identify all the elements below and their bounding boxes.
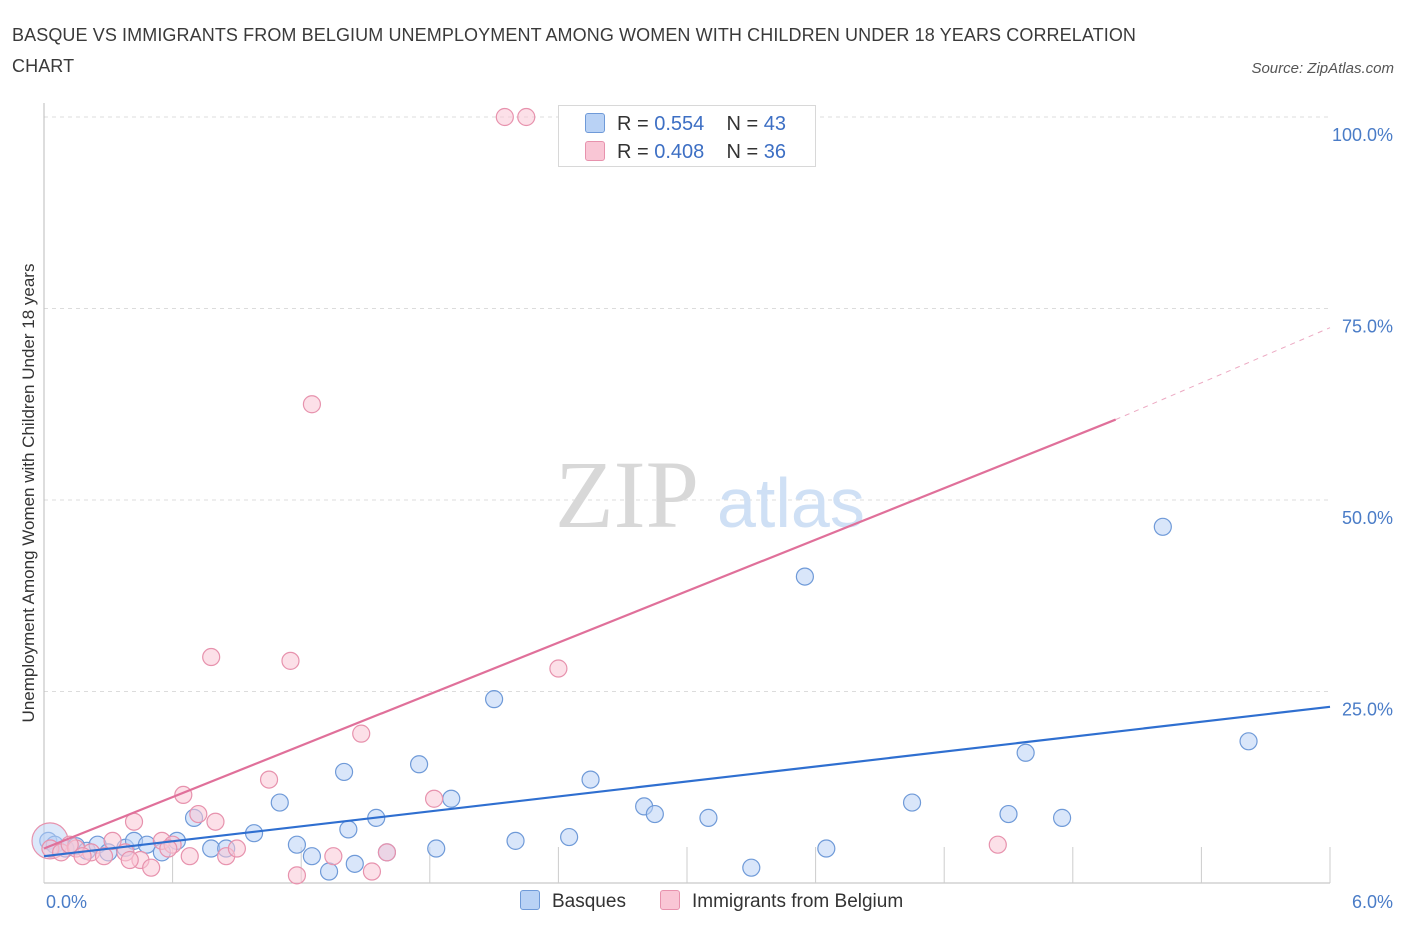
data-point	[103, 831, 122, 850]
data-point	[988, 835, 1007, 854]
data-point	[120, 850, 139, 870]
data-point	[549, 659, 568, 678]
data-point	[352, 724, 371, 743]
watermark-zip: ZIP	[555, 441, 699, 548]
legend-n-value: 36	[763, 141, 787, 163]
legend-r-value: 0.408	[654, 141, 705, 163]
data-point	[142, 858, 161, 877]
x-tick-labels: 0.0% 6.0%	[46, 892, 1393, 912]
data-point	[742, 858, 761, 877]
data-point	[999, 804, 1018, 824]
data-point	[281, 651, 300, 670]
data-point	[1052, 808, 1072, 827]
watermark-atlas: atlas	[717, 464, 865, 542]
bottom-legend-label: Immigrants from Belgium	[692, 891, 904, 912]
data-point	[495, 107, 514, 127]
data-point	[202, 647, 221, 667]
data-point	[227, 839, 246, 858]
grid-lines	[44, 116, 1330, 692]
legend-r-label: R =	[617, 141, 649, 163]
data-point	[94, 847, 114, 866]
y-tick-labels: 25.0% 50.0% 75.0% 100.0%	[1332, 125, 1393, 720]
bottom-legend-swatch-blue	[520, 890, 540, 910]
y-tick-label: 25.0%	[1342, 700, 1393, 720]
data-point	[409, 755, 429, 774]
data-point	[339, 820, 358, 839]
y-axis-title: Unemployment Among Women with Children U…	[19, 264, 38, 723]
data-point	[1016, 743, 1035, 762]
y-tick-label: 100.0%	[1332, 125, 1393, 145]
data-point	[517, 107, 536, 127]
data-point	[319, 862, 339, 881]
data-point	[180, 847, 199, 866]
data-point	[485, 690, 504, 709]
watermark: ZIP atlas	[555, 441, 865, 548]
y-tick-label: 75.0%	[1342, 317, 1393, 337]
x-tick-label-min: 0.0%	[46, 892, 87, 912]
data-point	[699, 808, 718, 827]
data-point	[442, 789, 461, 808]
legend-row-basques: R = 0.554 N = 43	[585, 113, 786, 137]
legend-n-value: 43	[763, 113, 787, 135]
legend-row-belgium: R = 0.408 N = 36	[585, 141, 786, 165]
data-point	[581, 770, 600, 789]
y-tick-label: 50.0%	[1342, 508, 1393, 528]
data-point	[334, 762, 354, 782]
data-point	[345, 854, 364, 873]
data-point	[427, 839, 446, 858]
trend-line-basques	[43, 705, 1331, 858]
data-point	[287, 835, 307, 854]
source-label: Source: ZipAtlas.com	[1251, 60, 1394, 77]
trend-lines	[43, 327, 1331, 858]
correlation-legend: R = 0.554 N = 43 R = 0.408 N = 36	[558, 105, 816, 167]
legend-r-label: R =	[617, 113, 649, 135]
data-point	[645, 804, 664, 824]
x-tick-label-max: 6.0%	[1352, 892, 1393, 912]
trend-line-belgium	[43, 418, 1117, 850]
data-point	[189, 804, 208, 824]
legend-n-label: N =	[726, 113, 759, 135]
data-point	[302, 847, 322, 866]
data-point	[1153, 517, 1172, 536]
bottom-legend-swatch-pink	[660, 890, 680, 910]
data-point	[902, 793, 922, 812]
data-point	[560, 827, 579, 847]
data-point	[424, 789, 444, 808]
chart-title: BASQUE VS IMMIGRANTS FROM BELGIUM UNEMPL…	[12, 25, 1137, 76]
data-point	[324, 847, 343, 866]
trend-line-belgium-extension	[1115, 327, 1331, 421]
legend-swatch-blue	[585, 113, 605, 133]
bottom-legend-belgium: Immigrants from Belgium	[660, 890, 903, 913]
data-point	[159, 839, 178, 858]
legend-r-value: 0.554	[654, 113, 705, 135]
data-point	[1239, 732, 1258, 751]
data-point	[270, 793, 289, 812]
bottom-legend-label: Basques	[552, 891, 626, 912]
data-point	[206, 812, 225, 831]
data-point	[817, 839, 836, 858]
bottom-legend-basques: Basques	[520, 890, 626, 913]
legend-n-label: N =	[726, 141, 759, 163]
legend-swatch-pink	[585, 141, 605, 161]
data-point	[287, 866, 307, 885]
data-point	[302, 395, 322, 414]
data-point	[377, 843, 397, 862]
data-point	[259, 770, 279, 789]
data-point	[506, 831, 525, 850]
data-point	[362, 862, 382, 881]
data-point	[795, 567, 814, 586]
